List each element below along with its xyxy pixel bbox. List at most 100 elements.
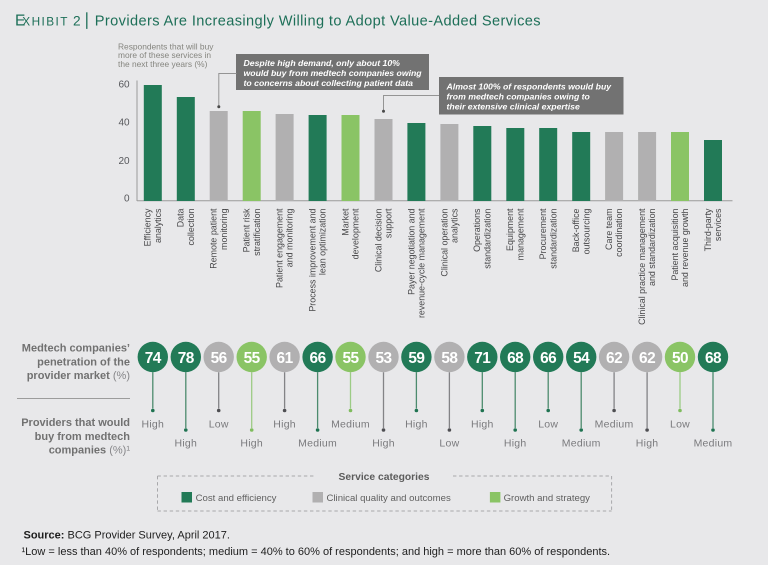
svg-text:analytics: analytics [450,208,460,243]
svg-text:54: 54 [573,350,590,367]
svg-text:to concerns about collecting p: to concerns about collecting patient dat… [244,78,414,88]
svg-text:provider market (%): provider market (%) [27,370,130,382]
svg-text:0: 0 [124,194,130,205]
svg-text:40: 40 [118,117,130,128]
svg-text:61: 61 [277,350,294,367]
svg-text:74: 74 [145,350,162,367]
svg-text:penetration of the: penetration of the [37,356,130,368]
svg-text:55: 55 [342,350,359,367]
svg-text:companies (%)¹: companies (%)¹ [49,445,131,457]
svg-text:Efficiency: Efficiency [143,208,153,246]
svg-text:Third-party: Third-party [703,208,713,251]
svg-text:Medium: Medium [694,438,733,450]
svg-text:58: 58 [441,350,458,367]
svg-text:66: 66 [310,350,326,367]
svg-text:High: High [636,438,659,450]
svg-text:Cost and efficiency: Cost and efficiency [196,493,277,504]
svg-text:Payer negotiation and: Payer negotiation and [406,208,416,294]
svg-text:Despite high demand, only abou: Despite high demand, only about 10% [244,58,401,68]
svg-text:Providers that would: Providers that would [21,417,130,429]
svg-text:support: support [384,208,394,238]
svg-text:Patient acquisition: Patient acquisition [670,208,680,280]
svg-text:Medtech companies’: Medtech companies’ [22,343,130,355]
svg-text:buy from medtech: buy from medtech [35,431,131,443]
svg-text:more of these services in: more of these services in [118,50,211,60]
svg-text:Clinical quality and outcomes: Clinical quality and outcomes [327,493,451,504]
svg-text:Growth and strategy: Growth and strategy [504,493,591,504]
svg-text:High: High [504,438,527,450]
svg-text:standardization: standardization [482,208,492,268]
svg-text:High: High [273,419,296,431]
svg-text:Medium: Medium [595,419,634,431]
svg-text:53: 53 [375,350,391,367]
svg-text:management: management [515,208,525,260]
svg-text:Low: Low [439,438,459,450]
svg-text:Low: Low [670,419,690,431]
svg-text:Market: Market [340,208,350,236]
svg-text:2: 2 [73,14,81,29]
svg-text:Medium: Medium [298,438,337,450]
svg-text:would buy from medtech compani: would buy from medtech companies owing [244,68,423,78]
svg-text:analytics: analytics [153,208,163,243]
svg-text:coordination: coordination [614,208,624,256]
svg-text:78: 78 [178,350,195,367]
svg-text:68: 68 [507,350,524,367]
svg-text:62: 62 [606,350,622,367]
svg-text:Patient risk: Patient risk [242,208,252,252]
svg-text:Care team: Care team [604,209,614,250]
svg-text:revenue-cycle management: revenue-cycle management [417,208,427,318]
svg-text:Operations: Operations [472,208,482,252]
svg-text:68: 68 [705,350,722,367]
svg-text:standardization: standardization [548,208,558,268]
svg-text:Clinical decision: Clinical decision [373,208,383,272]
svg-text:Low: Low [209,419,229,431]
svg-text:from medtech companies owing t: from medtech companies owing to [447,92,591,102]
svg-text:Procurement: Procurement [538,208,548,259]
svg-text:High: High [471,419,494,431]
svg-text:Providers Are Increasingly Wil: Providers Are Increasingly Willing to Ad… [95,14,541,30]
svg-text:and monitoring: and monitoring [285,208,295,267]
svg-text:Data: Data [176,208,186,227]
svg-text:60: 60 [118,79,130,90]
svg-text:High: High [141,419,164,431]
svg-text:Respondents that will buy: Respondents that will buy [118,42,214,52]
svg-text:71: 71 [474,350,491,367]
svg-text:and standardization: and standardization [647,208,657,286]
svg-text:outsourcing: outsourcing [581,208,591,254]
svg-text:Low: Low [538,419,558,431]
svg-text:Almost 100% of respondents wou: Almost 100% of respondents would buy [446,81,613,91]
svg-text:High: High [405,419,428,431]
svg-text:High: High [240,438,263,450]
svg-text:Patient engagement: Patient engagement [275,208,285,288]
svg-text:services: services [713,208,723,241]
svg-text:Service categories: Service categories [338,472,429,483]
svg-text:monitoring: monitoring [219,208,229,250]
svg-text:¹Low = less than 40% of respon: ¹Low = less than 40% of respondents; med… [22,546,611,558]
svg-text:59: 59 [408,350,424,367]
svg-text:56: 56 [211,350,227,367]
svg-text:stratification: stratification [252,208,262,255]
svg-text:20: 20 [118,156,130,167]
svg-text:Source: BCG Provider Survey, A: Source: BCG Provider Survey, April 2017. [24,530,230,542]
svg-text:XHIBIT: XHIBIT [22,15,69,29]
svg-text:High: High [372,438,395,450]
svg-text:High: High [174,438,197,450]
svg-text:development: development [351,208,361,259]
svg-text:Equipment: Equipment [505,208,515,251]
svg-text:Medium: Medium [562,438,601,450]
svg-text:Remote patient: Remote patient [209,208,219,269]
svg-text:50: 50 [672,350,688,367]
svg-text:66: 66 [540,350,556,367]
svg-text:Clinical operation: Clinical operation [439,208,449,276]
svg-text:Back-office: Back-office [571,208,581,252]
svg-text:Medium: Medium [331,419,370,431]
svg-text:62: 62 [639,350,655,367]
svg-text:and revenue growth: and revenue growth [680,208,690,287]
svg-text:the next three years (%): the next three years (%) [118,59,208,69]
svg-text:E: E [15,13,25,30]
svg-text:Clinical practice management: Clinical practice management [637,208,647,325]
svg-text:Process improvement and: Process improvement and [308,208,318,311]
svg-text:55: 55 [244,350,261,367]
svg-text:lean optimization: lean optimization [318,208,328,275]
svg-text:collection: collection [186,208,196,245]
